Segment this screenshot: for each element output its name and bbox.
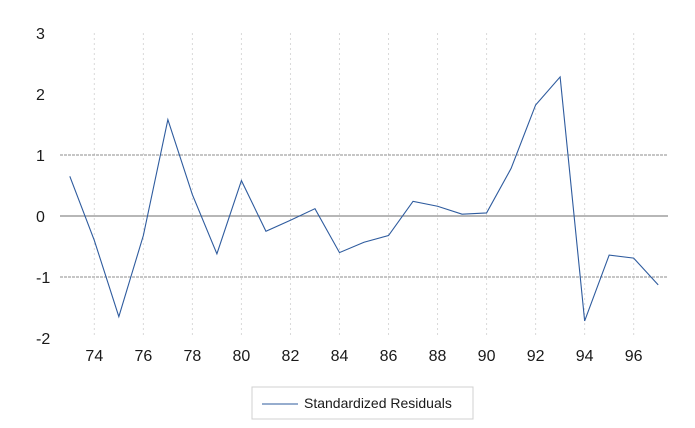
x-axis-ticks: 74 76 78 80 82 84 86 88 90 92 94 96	[85, 348, 642, 365]
y-tick-label: -1	[36, 270, 50, 287]
grid-layer	[93, 33, 635, 338]
x-tick-label: 80	[233, 348, 251, 365]
x-tick-label: 78	[183, 348, 201, 365]
y-axis-ticks: 3 2 1 0 -1 -2	[36, 26, 50, 348]
y-tick-label: 3	[36, 26, 45, 43]
x-tick-label: 74	[85, 348, 103, 365]
x-tick-label: 92	[527, 348, 545, 365]
legend-box	[251, 386, 474, 420]
x-tick-label: 86	[380, 348, 398, 365]
x-tick-label: 94	[576, 348, 594, 365]
y-tick-label: -2	[36, 331, 50, 348]
x-tick-label: 84	[331, 348, 349, 365]
y-tick-label: 2	[36, 87, 45, 104]
x-tick-label: 82	[282, 348, 300, 365]
x-tick-label: 88	[429, 348, 447, 365]
x-tick-label: 90	[478, 348, 496, 365]
reference-lines	[60, 154, 668, 278]
series-line-0	[69, 75, 659, 322]
series-layer	[69, 75, 659, 322]
x-tick-label: 96	[625, 348, 643, 365]
y-tick-label: 0	[36, 209, 45, 226]
legend: Standardized Residuals	[251, 386, 474, 420]
x-tick-label: 76	[134, 348, 152, 365]
legend-label: Standardized Residuals	[304, 395, 452, 411]
y-tick-label: 1	[36, 148, 45, 165]
